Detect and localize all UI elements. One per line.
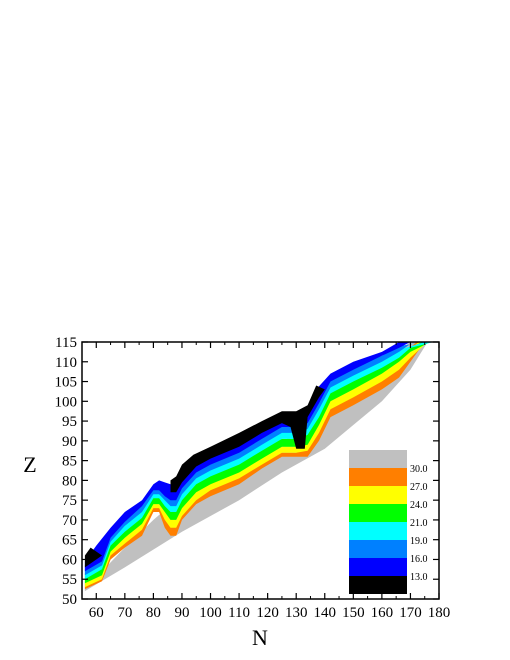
x-tick-label: 110 (228, 605, 250, 621)
x-axis-ticks: 60 70 80 90 100 110 120 130 140 150 160 170 180 (81, 342, 451, 621)
y-tick-label: 90 (62, 434, 77, 450)
y-tick-label: 70 (62, 513, 77, 529)
plot-frame (81, 341, 440, 600)
legend-swatch (349, 468, 407, 486)
legend-label: 27.0 (410, 482, 428, 493)
x-tick-label: 70 (117, 605, 132, 621)
legend-label: 16.0 (410, 554, 428, 565)
x-tick-label: 100 (199, 605, 222, 621)
x-tick-label: 80 (146, 605, 161, 621)
legend-swatch (349, 540, 407, 558)
y-tick-label: 110 (55, 355, 77, 371)
x-tick-label: 170 (399, 605, 422, 621)
x-tick-label: 130 (285, 605, 308, 621)
y-tick-label: 60 (62, 552, 77, 568)
y-axis-ticks: 50 55 60 65 70 75 80 85 90 95 100 105 110 115 (55, 335, 439, 608)
color-legend: 30.0 27.0 24.0 21.0 19.0 16.0 13.0 (349, 450, 428, 594)
x-tick-label: 140 (314, 605, 337, 621)
contour-region-2 (84, 342, 428, 588)
contour-regions (84, 342, 434, 592)
legend-swatch (349, 504, 407, 522)
legend-label: 30.0 (410, 464, 428, 475)
y-tick-label: 65 (62, 533, 77, 549)
y-axis-title: Z (23, 452, 36, 477)
x-tick-label: 60 (89, 605, 104, 621)
y-tick-label: 95 (62, 414, 77, 430)
legend-swatch (349, 522, 407, 540)
legend-swatch (349, 576, 407, 594)
legend-label: 19.0 (410, 536, 428, 547)
y-tick-label: 50 (62, 592, 77, 608)
legend-label: 21.0 (410, 518, 428, 529)
legend-label: 13.0 (410, 572, 428, 583)
x-tick-label: 180 (428, 605, 451, 621)
contour-region-8 (170, 385, 325, 493)
x-axis-title: N (252, 625, 268, 650)
y-tick-label: 80 (62, 473, 77, 489)
x-tick-label: 160 (371, 605, 394, 621)
legend-swatch (349, 558, 407, 576)
x-tick-label: 120 (256, 605, 279, 621)
y-tick-label: 105 (55, 375, 78, 391)
legend-label: 24.0 (410, 500, 428, 511)
y-tick-label: 100 (55, 394, 78, 410)
y-tick-label: 75 (62, 493, 77, 509)
x-tick-label: 90 (174, 605, 189, 621)
y-tick-label: 55 (62, 572, 77, 588)
y-tick-label: 115 (55, 335, 77, 351)
x-tick-label: 150 (342, 605, 365, 621)
contour-region-7 (84, 547, 102, 568)
y-tick-label: 85 (62, 454, 77, 470)
legend-swatch (349, 450, 407, 468)
legend-swatch (349, 486, 407, 504)
